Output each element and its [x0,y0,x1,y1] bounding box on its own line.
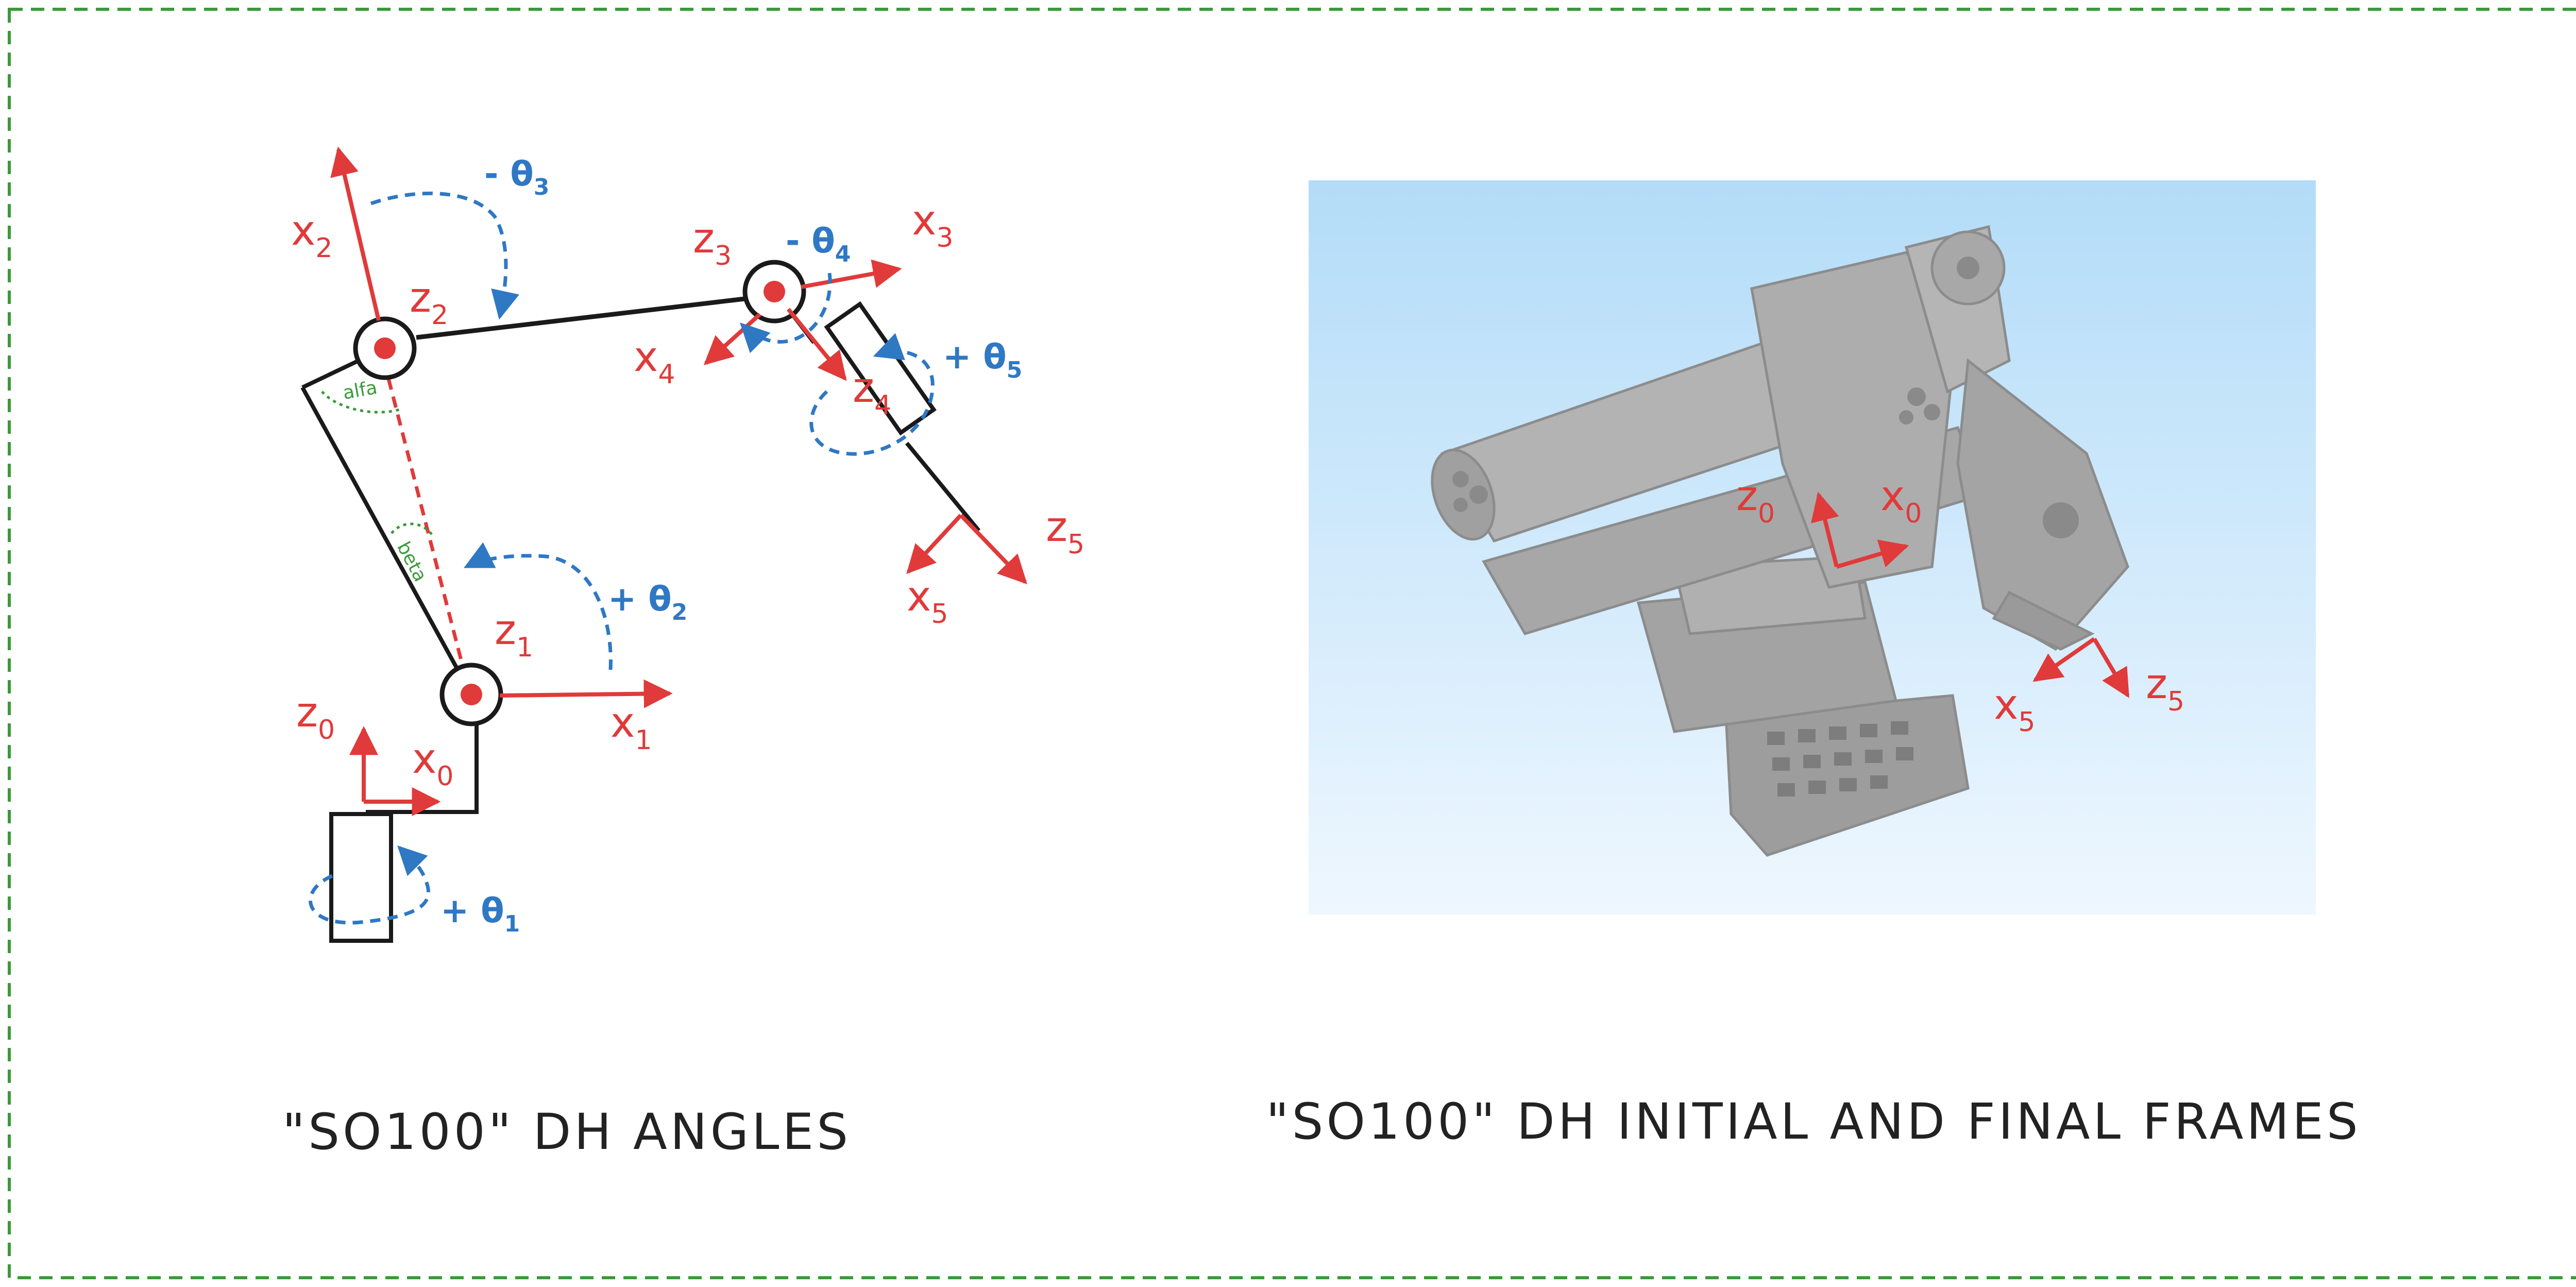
robot-render [1431,225,2129,857]
joint-2 [353,316,417,380]
x1-axis-arrow [499,679,673,708]
render-z5-label: z5 [2146,660,2184,717]
joint-axis-line [382,360,468,681]
render-z5-axis-arrow [2092,637,2130,698]
x1-label: x1 [611,699,652,756]
link-bend [301,359,360,390]
z4-axis-arrow [786,308,847,381]
theta3-label: - θ3 [484,154,549,200]
theta2-arc [463,542,613,670]
z2-label: z2 [410,274,448,331]
joint-3 [742,260,806,324]
x5-label: x5 [907,572,948,630]
render-x0-label: x0 [1880,472,1922,529]
link-lower [300,386,468,686]
alfa-label: alfa [341,377,379,404]
z1-label: z1 [495,606,533,663]
link-upper [416,296,745,340]
render-z0-axis-arrow [1811,492,1839,567]
x4-axis-arrow [703,313,761,365]
link-end [905,442,981,532]
base-bracket [366,701,479,814]
right-diagram: z0 x0 x5 z5 "SO100" DH INITIAL AND FINAL… [1266,180,2361,1150]
theta5-arc [809,333,935,456]
right-caption: "SO100" DH INITIAL AND FINAL FRAMES [1266,1093,2361,1150]
theta1-arc [308,845,430,925]
theta3-arc [370,191,519,320]
x3-axis-arrow [801,259,902,289]
theta4-label: - θ4 [786,221,851,267]
z4-label: z4 [853,364,891,421]
render-x5-axis-arrow [2032,637,2096,682]
x3-label: x3 [912,196,953,253]
x4-label: x4 [634,333,675,390]
left-caption: "SO100" DH ANGLES [282,1103,851,1161]
theta4-arc [740,273,832,353]
z5-label: z5 [1046,503,1084,560]
x2-axis-arrow [330,146,381,321]
theta5-label: + θ5 [943,337,1022,383]
x0-label: x0 [412,735,453,792]
beta-arc [391,522,434,537]
z5-axis-arrow [959,514,1027,585]
theta2-label: + θ2 [608,579,687,625]
x2-label: x2 [291,207,332,264]
alfa-arc [321,391,400,414]
z3-label: z3 [693,214,732,272]
render-z0-label: z0 [1736,472,1775,529]
render-x0-axis-arrow [1836,539,1909,569]
left-diagram: z0 x0 z1 x1 x2 z2 z3 x3 x4 z4 z5 x5 + θ1… [282,146,1084,1161]
x5-axis-arrow [906,514,962,574]
joint-1 [439,663,503,726]
z0-label: z0 [296,688,335,746]
outer-border [8,8,2576,1279]
theta1-label: + θ1 [440,891,520,937]
render-x5-label: x5 [1994,681,2035,738]
